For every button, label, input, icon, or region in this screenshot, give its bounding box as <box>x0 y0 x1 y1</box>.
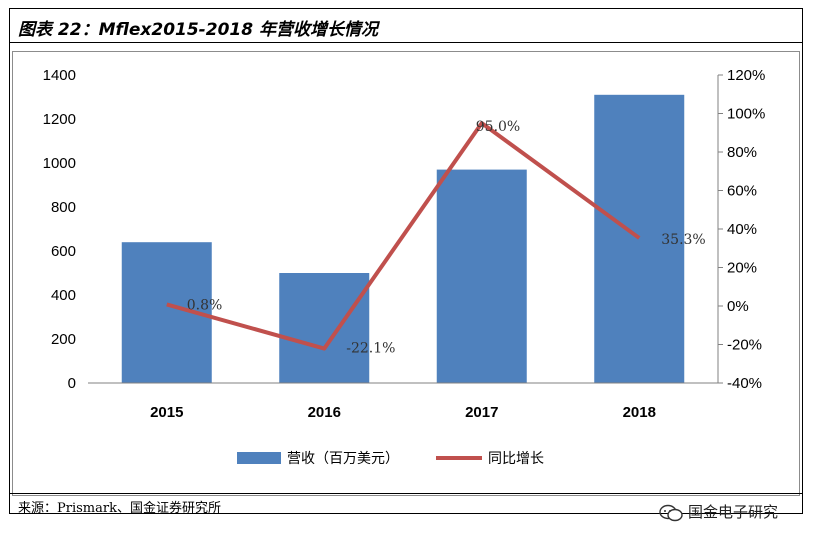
data-label: 95.0% <box>476 119 520 135</box>
source-note: 来源：Prismark、国金证券研究所 <box>18 501 221 516</box>
right-tick-label: 100% <box>727 106 765 123</box>
data-label: 35.3% <box>661 232 705 248</box>
right-tick-label: 20% <box>727 260 757 277</box>
figure-frame: 图表 22：Mflex2015-2018 年营收增长情况 来源：Prismark… <box>9 8 803 521</box>
right-tick-label: -40% <box>727 375 762 392</box>
bar <box>594 94 685 384</box>
left-tick-label: 200 <box>51 331 76 348</box>
left-tick-label: 1000 <box>43 155 76 172</box>
legend-bar-swatch <box>237 452 281 464</box>
right-tick-label: 40% <box>727 221 757 238</box>
data-label: 0.8% <box>187 297 223 313</box>
x-tick-label: 2017 <box>465 404 498 421</box>
watermark-text: 国金电子研究 <box>688 503 779 521</box>
plot-panel <box>12 51 800 496</box>
right-tick-label: 60% <box>727 183 757 200</box>
right-tick-label: 0% <box>727 298 749 315</box>
x-tick-label: 2018 <box>623 404 656 421</box>
title-bar: 图表 22：Mflex2015-2018 年营收增长情况 <box>10 9 802 43</box>
right-tick-label: 120% <box>727 67 765 84</box>
bar <box>436 169 527 383</box>
data-label: -22.1% <box>346 341 395 357</box>
right-tick-label: -20% <box>727 337 762 354</box>
left-tick-label: 400 <box>51 287 76 304</box>
legend-label: 同比增长 <box>488 451 544 467</box>
left-tick-label: 1200 <box>43 111 76 128</box>
left-tick-label: 800 <box>51 199 76 216</box>
right-tick-label: 80% <box>727 144 757 161</box>
x-tick-label: 2015 <box>150 404 183 421</box>
legend-label: 营收（百万美元） <box>287 451 399 467</box>
growth-line <box>166 121 641 351</box>
x-tick-label: 2016 <box>308 404 341 421</box>
source-divider <box>10 493 802 494</box>
wechat-icon <box>659 504 683 521</box>
left-tick-label: 0 <box>68 375 76 392</box>
watermark: 国金电子研究 <box>658 501 778 522</box>
bar <box>279 273 370 383</box>
left-tick-label: 600 <box>51 243 76 260</box>
chart-title: 图表 22：Mflex2015-2018 年营收增长情况 <box>18 20 378 40</box>
left-tick-label: 1400 <box>43 67 76 84</box>
